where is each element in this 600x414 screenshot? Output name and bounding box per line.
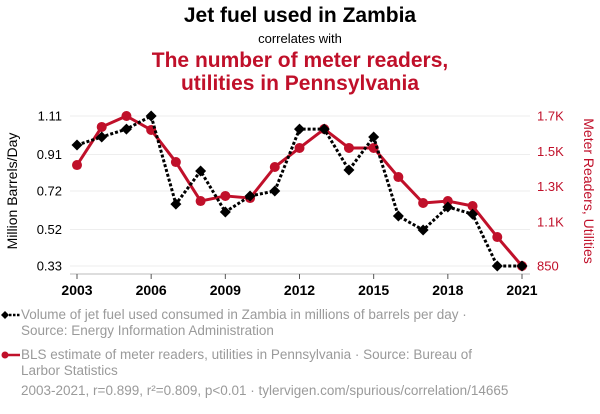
- chart-title-secondary-line2: utilities in Pennsylvania: [180, 72, 420, 95]
- right-tick-label: 850: [537, 259, 559, 274]
- left-tick-label: 0.91: [37, 147, 62, 162]
- chart-subtitle: correlates with: [258, 31, 342, 46]
- line-chart: 1.11 0.91 0.72 0.52 0.33 1.7K 1.5K 1.3K 1.1K 850…: [4, 109, 597, 299]
- meter-readers-point: [72, 160, 82, 171]
- jet-fuel-point: [392, 210, 404, 222]
- legend-item-jet-fuel-line2: Source: Energy Information Administratio…: [21, 323, 274, 338]
- right-tick-label: 1.1K: [537, 214, 564, 229]
- jet-fuel-point: [170, 198, 182, 210]
- jet-fuel-point: [269, 185, 281, 197]
- legend-item-meter-readers-line1: BLS estimate of meter readers, utilities…: [21, 347, 472, 362]
- left-tick-label: 1.11: [38, 109, 62, 124]
- circle-solid-line-icon: [1, 351, 20, 359]
- jet-fuel-point: [368, 131, 380, 143]
- legend-item-jet-fuel: Volume of jet fuel used consumed in Zamb…: [1, 307, 561, 339]
- meter-readers-point: [269, 162, 280, 172]
- x-tick-label: 2021: [506, 282, 537, 298]
- x-tick-label: 2003: [61, 282, 92, 298]
- right-axis-title: Meter Readers, Utilities: [581, 118, 597, 264]
- jet-fuel-point: [71, 139, 83, 151]
- x-tick-label: 2018: [432, 282, 463, 298]
- meter-readers-point: [195, 196, 206, 207]
- x-tick-label: 2012: [284, 282, 315, 298]
- left-tick-label: 0.52: [37, 222, 62, 237]
- x-tick-label: 2006: [136, 282, 167, 298]
- chart-title-secondary-line1: The number of meter readers,: [151, 49, 449, 72]
- jet-fuel-point: [467, 208, 479, 220]
- legend-item-jet-fuel-line1: Volume of jet fuel used consumed in Zamb…: [21, 307, 467, 322]
- meter-readers-point: [294, 142, 305, 153]
- jet-fuel-point: [417, 224, 429, 236]
- gridlines: [70, 115, 530, 267]
- chart-title: Jet fuel used in Zambia: [183, 4, 417, 27]
- jet-fuel-point: [318, 123, 330, 135]
- jet-fuel-point: [442, 201, 454, 213]
- series-group: [71, 110, 528, 272]
- meter-readers-point: [121, 111, 132, 121]
- right-tick-label: 1.3K: [537, 179, 564, 194]
- meter-readers-point: [442, 196, 453, 207]
- jet-fuel-point: [294, 123, 305, 135]
- meter-readers-point: [492, 232, 503, 243]
- x-axis-ticks: 2003 2006 2009 2012 2015 2018 2021: [61, 274, 538, 298]
- meter-readers-point: [220, 190, 231, 201]
- jet-fuel-point: [219, 206, 231, 218]
- jet-fuel-point: [491, 260, 503, 272]
- meter-readers-point: [393, 172, 404, 183]
- meter-readers-point: [418, 198, 429, 208]
- jet-fuel-point: [96, 131, 108, 143]
- right-tick-label: 1.7K: [537, 109, 564, 124]
- x-tick-label: 2009: [210, 282, 241, 298]
- meter-readers-point: [368, 142, 379, 153]
- chart-title-secondary: The number of meter readers, utilities i…: [0, 49, 600, 95]
- left-tick-label: 0.33: [37, 259, 62, 274]
- footer-stats: 2003-2021, r=0.899, r²=0.809, p<0.01 · t…: [21, 383, 509, 398]
- jet-fuel-point: [195, 165, 207, 177]
- right-axis-ticks: 1.7K 1.5K 1.3K 1.1K 850: [537, 109, 564, 274]
- x-tick-label: 2015: [358, 282, 389, 298]
- jet-fuel-point: [516, 260, 528, 272]
- legend-item-meter-readers: BLS estimate of meter readers, utilities…: [1, 347, 561, 379]
- left-axis-title: Million Barrels/Day: [4, 133, 20, 250]
- meter-readers-point: [96, 121, 107, 132]
- jet-fuel-point: [120, 123, 132, 135]
- meter-readers-point: [170, 157, 181, 168]
- meter-readers-point: [467, 201, 478, 211]
- jet-fuel-point: [145, 110, 157, 122]
- right-tick-label: 1.5K: [537, 144, 564, 159]
- left-axis-ticks: 1.11 0.91 0.72 0.52 0.33: [37, 109, 62, 274]
- left-tick-label: 0.72: [37, 184, 62, 199]
- legend-item-meter-readers-line2: Larbor Statistics: [21, 363, 118, 378]
- jet-fuel-point: [343, 164, 355, 176]
- diamond-dotted-line-icon: [1, 311, 20, 319]
- jet-fuel-point: [244, 190, 256, 202]
- meter-readers-point: [343, 142, 354, 153]
